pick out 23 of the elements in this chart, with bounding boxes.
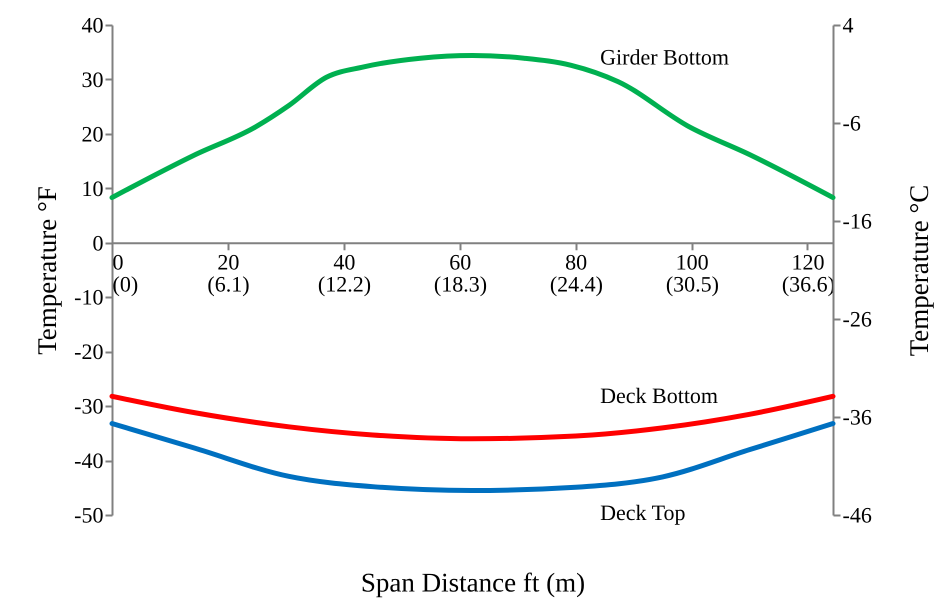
y2-tick-label: -46 (842, 502, 872, 528)
y-tick-label: 40 (82, 12, 104, 38)
y-tick-label: 10 (82, 176, 104, 201)
y-tick-label: -10 (74, 284, 104, 310)
y-tick-label: -40 (74, 448, 104, 474)
y2-axis-title: Temperature °C (904, 184, 934, 356)
y-axis-title: Temperature °F (32, 186, 62, 355)
y2-tick-label: -16 (842, 208, 872, 234)
y2-tick-label: -36 (842, 404, 872, 430)
y2-tick-label: -6 (842, 110, 861, 136)
x-axis-title: Span Distance ft (m) (360, 568, 586, 598)
y-tick-label: 30 (82, 66, 104, 92)
y-tick-label: 0 (92, 230, 104, 256)
x-tick-label: 120 (792, 249, 824, 274)
series-label: Deck Bottom (600, 383, 718, 408)
y-tick-label: -30 (74, 394, 104, 419)
series-label: Deck Top (600, 500, 686, 526)
y-tick-label: 20 (82, 121, 104, 146)
y-tick-label: -20 (74, 339, 104, 364)
y2-tick-label: 4 (842, 12, 854, 38)
series-label: Girder Bottom (600, 44, 730, 70)
y-tick-label: -50 (74, 502, 104, 528)
y2-tick-label: -26 (842, 306, 872, 332)
